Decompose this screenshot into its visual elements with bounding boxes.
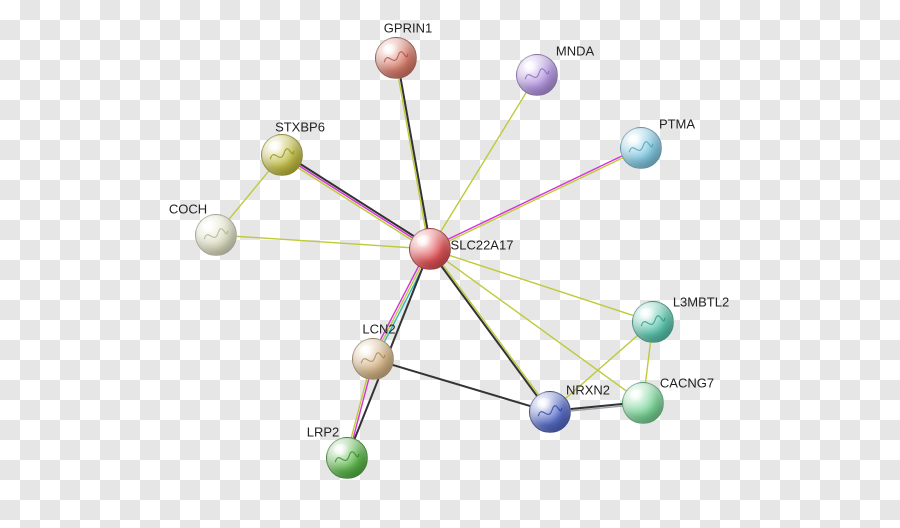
network-edge: [237, 236, 409, 247]
network-edge: [393, 365, 530, 406]
node-label: MNDA: [556, 44, 594, 59]
node-label: CACNG7: [660, 376, 714, 391]
network-edge: [401, 78, 428, 228]
network-edge: [450, 256, 633, 316]
network-edge: [399, 79, 426, 229]
network-edges: [0, 0, 900, 528]
network-edge: [449, 156, 622, 239]
node-label: L3MBTL2: [673, 295, 729, 310]
node-label: LCN2: [362, 322, 395, 337]
network-edge: [301, 164, 414, 235]
network-edge: [300, 166, 413, 237]
network-edge: [646, 343, 651, 382]
node-label: PTMA: [659, 117, 695, 132]
node-label: SLC22A17: [451, 238, 514, 253]
node-label: LRP2: [307, 425, 340, 440]
network-edge: [355, 269, 422, 439]
node-label: STXBP6: [275, 120, 325, 135]
node-label: GPRIN1: [384, 21, 432, 36]
network-edge: [449, 158, 622, 241]
network-edge: [229, 171, 268, 219]
network-edge: [299, 168, 412, 239]
network-edge: [442, 267, 537, 396]
network-edge: [443, 265, 538, 394]
node-label: NRXN2: [566, 383, 610, 398]
network-edge: [447, 261, 626, 390]
node-label: COCH: [169, 202, 207, 217]
